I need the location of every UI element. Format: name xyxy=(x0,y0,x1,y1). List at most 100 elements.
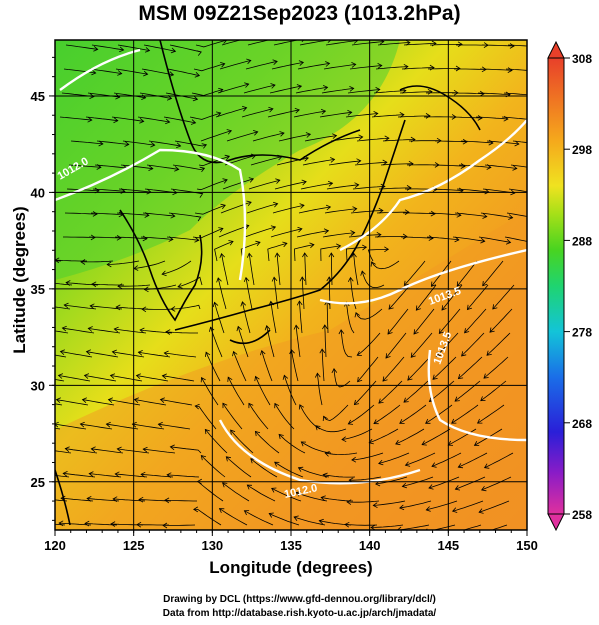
streamline-arrow xyxy=(113,117,119,124)
streamline xyxy=(304,252,307,286)
streamline-arrow xyxy=(483,373,489,379)
streamline xyxy=(222,482,250,502)
streamline-arrow xyxy=(84,520,90,527)
streamline-arrow xyxy=(270,83,276,89)
streamline xyxy=(387,308,409,335)
x-tick-labels: 120 125 130 135 140 145 150 xyxy=(44,538,538,553)
streamline-arrow xyxy=(297,226,303,233)
streamline xyxy=(267,109,300,118)
streamline xyxy=(481,44,515,47)
streamline xyxy=(244,226,276,238)
streamline xyxy=(512,140,527,143)
x-tick-label: 145 xyxy=(437,538,459,553)
streamline xyxy=(374,236,408,238)
colorbar-tick-label: 288 xyxy=(572,234,592,248)
streamline xyxy=(431,452,462,467)
streamline-arrow xyxy=(298,60,305,66)
streamline xyxy=(380,163,414,166)
streamline xyxy=(403,380,429,403)
streamline-arrow xyxy=(332,133,338,139)
streamline-arrow xyxy=(473,441,480,446)
credit-dcl: Drawing by DCL (https://www.gfd-dennou.o… xyxy=(163,594,436,605)
streamline xyxy=(378,380,403,404)
streamline-arrow xyxy=(453,529,454,530)
streamline xyxy=(403,260,426,286)
streamline xyxy=(65,44,98,50)
streamline xyxy=(177,276,203,288)
streamline-arrow xyxy=(212,301,219,308)
streamline xyxy=(138,351,171,358)
streamline xyxy=(70,140,103,145)
streamline-arrow xyxy=(347,419,354,425)
streamline-arrow xyxy=(536,191,540,196)
x-tick-label: 130 xyxy=(201,538,223,553)
streamline xyxy=(220,201,252,214)
streamline xyxy=(193,509,222,526)
streamline xyxy=(403,43,437,46)
streamline-arrow xyxy=(331,368,338,374)
streamline-arrow xyxy=(39,447,43,452)
streamline-arrow xyxy=(532,240,536,245)
streamline-arrow xyxy=(360,270,366,276)
streamline-arrow xyxy=(137,350,143,356)
streamline-arrow xyxy=(157,421,163,428)
streamline-arrow xyxy=(309,242,315,249)
streamline xyxy=(136,375,169,382)
x-axis-label: Longitude (degrees) xyxy=(209,558,373,577)
streamline-arrow xyxy=(404,209,410,216)
streamline xyxy=(429,380,455,402)
streamline-arrow xyxy=(430,210,436,217)
streamline-arrow xyxy=(302,252,308,258)
streamline xyxy=(82,399,115,406)
streamline xyxy=(227,377,245,406)
streamline xyxy=(55,403,63,406)
streamline xyxy=(55,306,71,310)
streamline-arrow xyxy=(299,276,306,282)
streamline xyxy=(326,300,329,334)
streamline xyxy=(91,44,124,51)
streamline xyxy=(89,473,122,478)
colorbar xyxy=(547,57,565,515)
streamline-arrow xyxy=(354,311,360,318)
streamline-arrow xyxy=(384,246,390,253)
streamline xyxy=(353,253,359,286)
streamline-arrow xyxy=(514,140,520,147)
streamline-arrow xyxy=(85,349,91,356)
y-tick-label: 25 xyxy=(31,475,45,490)
streamline xyxy=(482,260,504,286)
streamline-arrow xyxy=(254,375,260,382)
streamline xyxy=(349,65,382,70)
streamline xyxy=(204,429,228,454)
streamline-arrow xyxy=(466,304,473,311)
coastlines xyxy=(55,40,481,526)
streamline-arrow xyxy=(425,506,431,512)
streamline xyxy=(395,428,425,445)
streamline-arrow xyxy=(461,351,467,357)
streamline xyxy=(269,513,300,526)
streamline xyxy=(122,140,155,146)
streamline xyxy=(62,327,95,334)
streamline-arrow xyxy=(486,350,492,356)
streamline xyxy=(355,308,383,320)
streamline-arrow xyxy=(194,236,200,243)
streamline xyxy=(455,476,486,490)
streamline xyxy=(194,204,226,215)
streamline xyxy=(479,68,513,71)
streamline-arrow xyxy=(28,422,32,427)
streamline-arrow xyxy=(81,397,87,403)
streamline-arrow xyxy=(428,484,434,490)
streamline xyxy=(486,332,511,356)
streamline-arrow xyxy=(193,506,199,513)
streamline xyxy=(255,431,280,454)
streamline xyxy=(503,92,527,96)
streamline-arrow xyxy=(119,46,125,53)
streamline-arrow xyxy=(455,65,461,72)
streamline-arrow xyxy=(508,214,514,220)
streamline xyxy=(58,375,91,382)
streamline xyxy=(96,140,129,145)
streamline-arrow xyxy=(347,276,354,282)
streamline-arrow xyxy=(58,520,64,527)
streamline-arrow xyxy=(209,326,215,332)
streamline-arrow xyxy=(403,280,409,286)
streamline-arrow xyxy=(274,402,280,409)
